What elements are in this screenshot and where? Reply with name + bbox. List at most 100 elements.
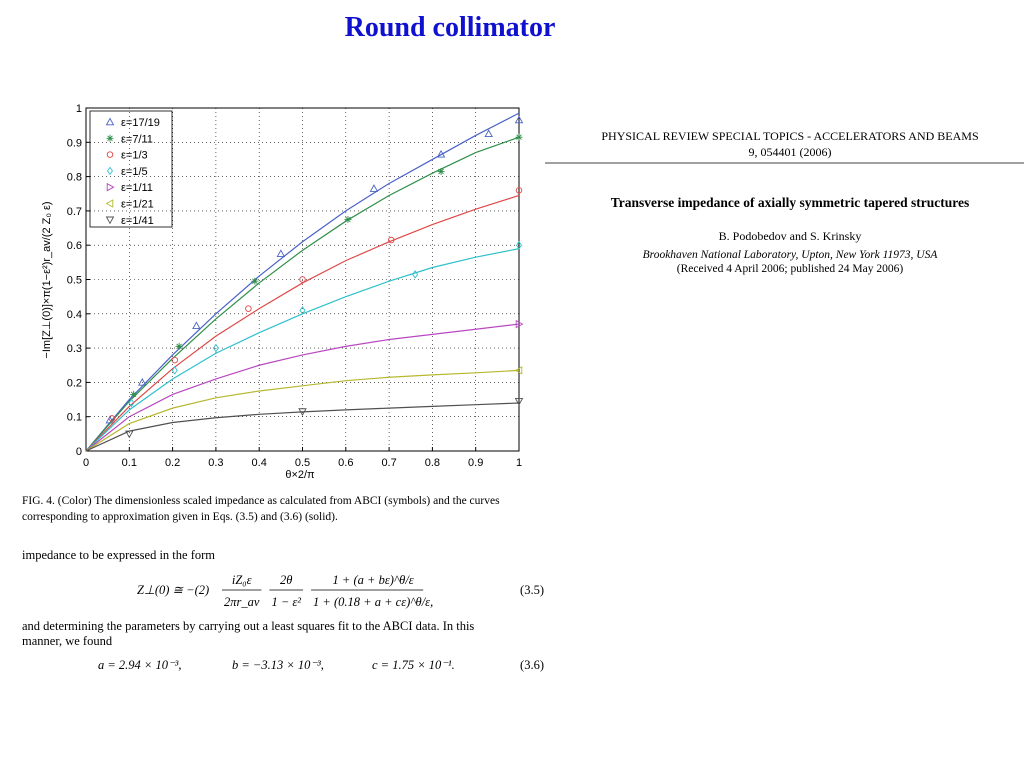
x-tick-label: 0.8 — [425, 457, 440, 469]
legend-label: ε=1/21 — [121, 199, 154, 211]
equation-part: c = 1.75 × 10⁻¹. — [372, 658, 455, 672]
data-point — [299, 306, 306, 315]
legend-symbol — [105, 199, 114, 208]
fit-curve — [85, 112, 520, 452]
fraction-denominator: 1 − ε² — [271, 595, 301, 609]
y-tick-label: 0.2 — [67, 377, 82, 389]
affiliation: Brookhaven National Laboratory, Upton, N… — [643, 249, 939, 261]
legend-symbol — [106, 151, 114, 158]
authors: B. Podobedov and S. Krinsky — [719, 229, 862, 243]
y-tick-label: 0.1 — [67, 412, 82, 424]
y-tick-label: 0.7 — [67, 206, 82, 218]
x-tick-label: 0.7 — [381, 457, 396, 469]
x-tick-label: 0.4 — [252, 457, 267, 469]
legend-symbol — [105, 117, 115, 126]
paragraph: and determining the parameters by carryi… — [22, 619, 474, 633]
data-point — [245, 305, 252, 312]
fit-curve — [85, 369, 520, 452]
data-point — [369, 184, 379, 192]
fit-curve — [85, 194, 520, 452]
y-tick-label: 0.5 — [67, 275, 82, 287]
data-point — [484, 129, 493, 137]
fraction-denominator: 2πr_av — [224, 595, 260, 609]
y-tick-label: 0.6 — [67, 240, 82, 252]
legend-symbol — [105, 216, 115, 225]
received: (Received 4 April 2006; published 24 May… — [677, 263, 904, 275]
data-point — [175, 342, 183, 350]
data-point — [412, 270, 419, 279]
equation-lhs: Z⊥(0) ≅ −(2) — [137, 583, 209, 597]
fit-curve — [85, 136, 520, 452]
fraction-denominator: 1 + (0.18 + a + cε)^θ/ε, — [313, 595, 433, 609]
equation-part: b = −3.13 × 10⁻³, — [232, 658, 324, 672]
x-tick-label: 0.9 — [468, 457, 483, 469]
data-point — [514, 366, 523, 375]
chart: 0 0.1 0.2 0.3 0.4 0.5 0.6 0.7 0.8 0.9 1 0 0.1 0.2 0.3 0… — [67, 103, 524, 469]
y-tick-label: 0.9 — [67, 137, 82, 149]
paragraph: impedance to be expressed in the form — [22, 548, 215, 562]
legend-label: ε=1/41 — [121, 215, 154, 227]
document: PHYSICAL REVIEW SPECIAL TOPICS - ACCELER… — [22, 129, 1024, 672]
legend-label: ε=1/3 — [121, 150, 148, 162]
data-point — [344, 215, 352, 223]
y-tick-label: 1 — [76, 103, 82, 115]
fit-curve — [85, 402, 520, 452]
data-point — [171, 366, 178, 375]
legend-label: ε=1/11 — [121, 182, 153, 194]
equation-tag: (3.5) — [520, 583, 544, 597]
x-tick-label: 0 — [83, 457, 89, 469]
paragraph: manner, we found — [22, 634, 113, 648]
y-tick-label: 0 — [76, 446, 82, 458]
x-axis-label: θ×2/π — [285, 469, 315, 481]
journal: PHYSICAL REVIEW SPECIAL TOPICS - ACCELER… — [601, 129, 978, 143]
data-point — [516, 240, 522, 250]
data-point — [388, 236, 395, 244]
x-tick-label: 0.2 — [165, 457, 180, 469]
data-point — [125, 430, 134, 439]
data-point — [298, 408, 307, 416]
caption-line: corresponding to approximation given in … — [22, 511, 338, 523]
data-point — [108, 415, 116, 422]
y-axis-label: −Im[Z⊥(0)]×π(1−ε²)r_av/(2 Z₀ ε) — [41, 201, 53, 358]
legend — [89, 110, 173, 228]
fraction-numerator: 1 + (a + bε)^θ/ε — [333, 573, 414, 587]
legend-symbol — [107, 166, 113, 176]
y-tick-label: 0.4 — [67, 309, 82, 321]
legend-symbol — [106, 134, 114, 142]
data-point — [138, 377, 147, 386]
x-tick-label: 0.6 — [338, 457, 353, 469]
legend-label: ε=7/11 — [121, 133, 153, 145]
x-tick-label: 1 — [516, 457, 522, 469]
x-tick-label: 0.1 — [122, 457, 137, 469]
data-point — [515, 133, 523, 141]
data-point — [130, 390, 138, 398]
slide-title: Round collimator — [345, 12, 556, 43]
data-point — [171, 356, 179, 364]
legend-label: ε=1/5 — [121, 166, 148, 178]
paper-title: Transverse impedance of axially symmetri… — [611, 195, 969, 210]
data-point — [515, 319, 524, 329]
data-point — [437, 167, 445, 175]
y-tick-label: 0.3 — [67, 343, 82, 355]
data-point — [276, 249, 286, 258]
data-point — [192, 321, 201, 330]
fraction-numerator: iZ₀ε — [232, 573, 252, 587]
volume: 9, 054401 (2006) — [749, 145, 832, 159]
data-point — [515, 187, 523, 194]
x-tick-label: 0.5 — [295, 457, 310, 469]
fraction-numerator: 2θ — [280, 573, 292, 587]
data-point — [128, 398, 135, 408]
data-point — [251, 277, 259, 285]
data-point — [514, 398, 524, 406]
data-point — [299, 276, 306, 283]
x-tick-label: 0.3 — [208, 457, 223, 469]
caption-line: FIG. 4. (Color) The dimensionless scaled… — [22, 495, 500, 507]
data-point — [514, 115, 524, 124]
y-tick-label: 0.8 — [67, 172, 82, 184]
legend-symbol — [106, 182, 115, 192]
fit-curve — [85, 323, 520, 452]
equation-part: a = 2.94 × 10⁻³, — [98, 658, 181, 672]
data-point — [436, 149, 446, 158]
equation-tag: (3.6) — [520, 658, 544, 672]
